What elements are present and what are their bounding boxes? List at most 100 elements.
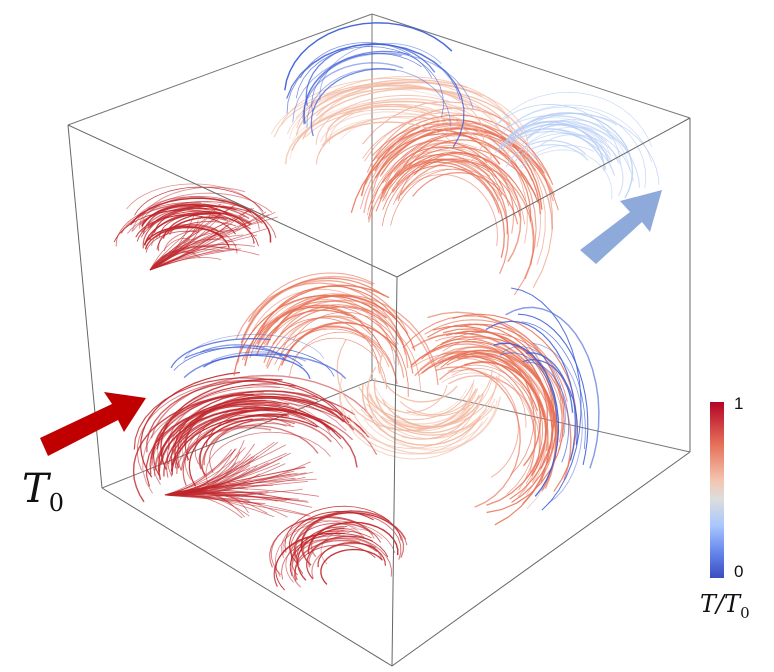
streamline xyxy=(516,144,595,172)
streamline xyxy=(134,186,264,216)
streamline xyxy=(328,103,461,144)
streamline xyxy=(514,128,604,162)
streamline xyxy=(382,145,508,199)
streamline xyxy=(273,85,504,138)
streamline xyxy=(437,346,551,414)
streamline xyxy=(184,399,289,461)
streamline xyxy=(493,342,560,497)
streamline xyxy=(146,380,346,453)
streamline xyxy=(198,418,296,470)
streamline xyxy=(291,337,387,389)
streamline xyxy=(509,123,610,163)
streamline xyxy=(325,104,432,141)
streamline xyxy=(494,103,621,166)
streamline xyxy=(442,353,544,418)
streamline xyxy=(327,105,451,130)
streamline xyxy=(141,206,207,228)
colorbar-gradient xyxy=(710,402,724,578)
streamline xyxy=(311,53,422,112)
streamline xyxy=(379,153,509,235)
streamline xyxy=(164,493,250,517)
streamline xyxy=(390,168,506,226)
streamline xyxy=(364,111,546,266)
streamline xyxy=(149,248,241,271)
streamline xyxy=(391,151,526,201)
streamline xyxy=(375,388,479,425)
streamline xyxy=(177,400,281,452)
streamline xyxy=(485,320,576,461)
streamline xyxy=(295,46,444,118)
streamline xyxy=(421,331,572,397)
streamline xyxy=(418,357,536,491)
streamline xyxy=(266,325,398,385)
streamline xyxy=(272,317,380,374)
streamline xyxy=(358,383,474,421)
streamline xyxy=(514,144,589,162)
streamline xyxy=(421,355,539,412)
streamline xyxy=(308,537,383,568)
streamline xyxy=(160,406,358,468)
streamline xyxy=(148,205,237,228)
streamline xyxy=(286,43,465,148)
streamline xyxy=(516,106,647,189)
streamline xyxy=(525,352,574,413)
streamline xyxy=(373,114,554,186)
streamline xyxy=(284,22,453,91)
streamline xyxy=(160,402,336,456)
inlet-arrow xyxy=(40,392,146,456)
streamline xyxy=(129,197,272,243)
streamline xyxy=(431,343,548,496)
streamline xyxy=(274,294,385,334)
streamline xyxy=(394,131,535,176)
streamline xyxy=(288,88,441,140)
streamline xyxy=(360,129,501,197)
streamline xyxy=(381,126,554,230)
streamline xyxy=(392,165,500,214)
streamline xyxy=(149,248,235,271)
streamline xyxy=(306,67,451,129)
streamline xyxy=(241,304,409,397)
streamline xyxy=(144,212,222,246)
streamline xyxy=(368,383,487,440)
streamline xyxy=(302,87,524,140)
streamline xyxy=(291,100,465,151)
streamline xyxy=(532,342,583,504)
streamline xyxy=(457,352,542,467)
streamline xyxy=(402,315,563,443)
colorbar-title: T/T0 xyxy=(700,590,750,622)
streamline xyxy=(201,422,295,477)
streamline xyxy=(441,372,535,428)
streamline xyxy=(131,192,273,233)
streamline xyxy=(240,277,386,344)
colorbar-max-label: 1 xyxy=(734,394,744,413)
streamline xyxy=(319,111,455,143)
streamline xyxy=(495,91,652,148)
streamline xyxy=(435,335,533,409)
streamline xyxy=(363,416,489,449)
streamline xyxy=(168,391,264,450)
streamline xyxy=(381,161,505,258)
streamline xyxy=(381,158,509,275)
streamline xyxy=(269,516,382,568)
streamline xyxy=(292,52,474,123)
streamline xyxy=(296,527,345,581)
streamline xyxy=(182,414,290,486)
streamline xyxy=(371,123,537,296)
streamline xyxy=(289,331,390,377)
outlet-arrow xyxy=(580,190,662,264)
streamline xyxy=(361,383,482,446)
streamline xyxy=(366,366,469,440)
streamline xyxy=(142,205,252,249)
streamline xyxy=(379,405,469,430)
streamline xyxy=(149,211,252,241)
streamline xyxy=(393,142,515,234)
streamline xyxy=(273,532,345,587)
streamline xyxy=(507,120,619,164)
streamline xyxy=(498,112,618,150)
streamline xyxy=(365,397,496,436)
streamline xyxy=(149,215,246,271)
streamline xyxy=(413,152,522,263)
streamline xyxy=(164,472,307,496)
streamline xyxy=(424,319,568,402)
streamline xyxy=(173,345,335,377)
